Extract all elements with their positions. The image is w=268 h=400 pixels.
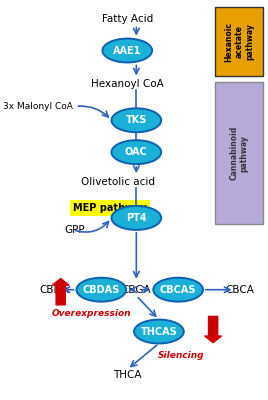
Text: AAE1: AAE1 (113, 46, 142, 56)
Text: OAC: OAC (125, 147, 148, 157)
FancyBboxPatch shape (215, 7, 263, 76)
Text: CBDA: CBDA (39, 285, 69, 295)
FancyBboxPatch shape (215, 82, 263, 224)
Text: THCAS: THCAS (140, 326, 177, 336)
Text: Olivetolic acid: Olivetolic acid (81, 177, 155, 187)
Text: GPP: GPP (64, 225, 85, 235)
Text: CBCAS: CBCAS (160, 285, 196, 295)
Text: Hexanoic
acetate
pathway: Hexanoic acetate pathway (224, 22, 254, 62)
Text: Silencing: Silencing (158, 351, 205, 360)
Ellipse shape (111, 206, 161, 230)
Text: 3x Malonyl CoA: 3x Malonyl CoA (3, 102, 73, 111)
Ellipse shape (153, 278, 203, 302)
Text: Hexanoyl CoA: Hexanoyl CoA (91, 80, 164, 90)
Text: THCA: THCA (113, 370, 142, 380)
Text: TKS: TKS (126, 115, 147, 125)
Ellipse shape (134, 320, 184, 344)
Text: Fatty Acid: Fatty Acid (102, 14, 153, 24)
Text: PT4: PT4 (126, 213, 147, 223)
Ellipse shape (111, 140, 161, 164)
Text: Overexpression: Overexpression (51, 309, 131, 318)
Text: CBCA: CBCA (226, 285, 255, 295)
Text: CBDAS: CBDAS (83, 285, 120, 295)
Ellipse shape (76, 278, 126, 302)
Ellipse shape (111, 108, 161, 132)
Text: MEP pathway: MEP pathway (73, 203, 147, 213)
Text: CBGA: CBGA (121, 285, 151, 295)
Text: Cannabinoid
pathway: Cannabinoid pathway (229, 126, 249, 180)
Ellipse shape (102, 38, 152, 62)
